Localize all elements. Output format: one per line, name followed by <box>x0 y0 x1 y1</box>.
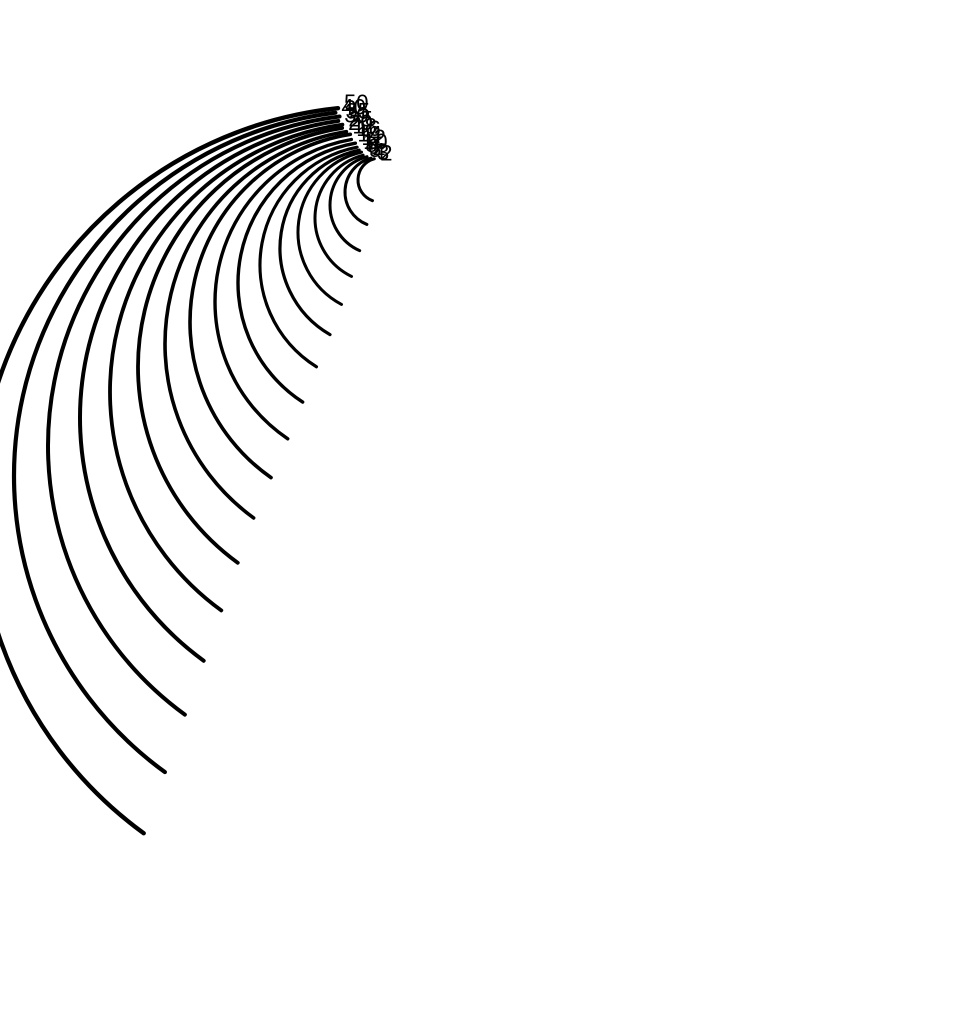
arc-diagram: 2345681012141618202530354050 <box>0 0 962 1024</box>
arc-2 <box>358 159 374 201</box>
arc-label-50: 50 <box>344 90 368 115</box>
arc-12 <box>238 143 355 402</box>
arc-3 <box>345 158 371 224</box>
arc-35 <box>48 116 340 714</box>
arc-18 <box>165 132 346 518</box>
